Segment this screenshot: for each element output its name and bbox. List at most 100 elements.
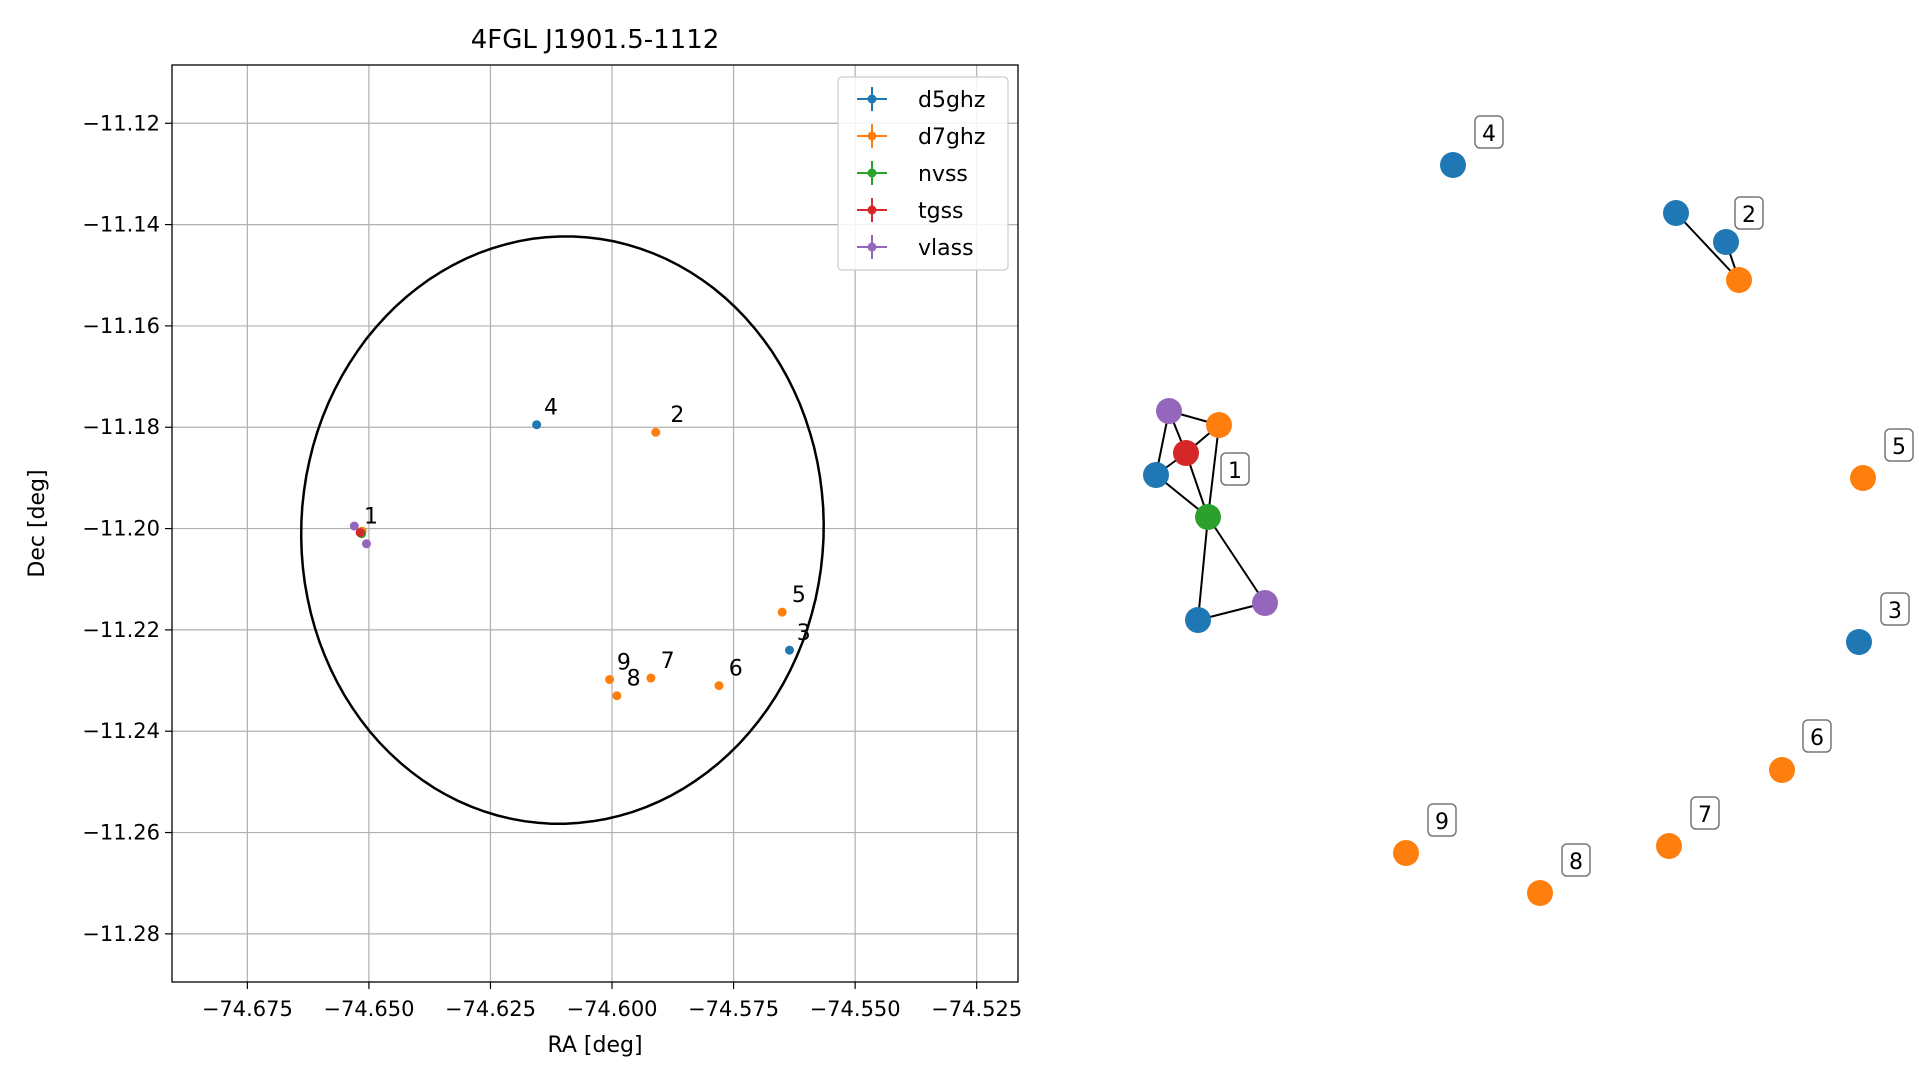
d5ghz-node [1440, 152, 1466, 178]
y-tick-label: −11.18 [82, 415, 160, 439]
graph-edge [1207, 516, 1266, 604]
d7ghz-node [1850, 465, 1876, 491]
legend-box [837, 76, 1009, 271]
graph-label: 8 [1569, 850, 1583, 875]
graph-edge [1207, 424, 1220, 518]
graph-label-box [1690, 796, 1720, 830]
graph-label-box [1880, 592, 1910, 626]
graph-label-box [1884, 428, 1914, 462]
point-label: 2 [670, 403, 684, 428]
d7ghz-node [1393, 840, 1419, 866]
chart-title: 4FGL J1901.5-1112 [471, 25, 720, 55]
graph-label: 5 [1892, 435, 1906, 460]
x-axis-ticks: −74.675 −74.650 −74.625 −74.600 −74.575 −74.5… [202, 982, 1022, 1021]
d7ghz-point [605, 675, 615, 685]
y-tick-label: −11.14 [82, 213, 160, 237]
d7ghz-node [1527, 880, 1553, 906]
d5ghz-node [1846, 629, 1872, 655]
x-tick-label: −74.550 [810, 997, 901, 1021]
d5ghz-point [532, 420, 542, 430]
legend-marker-dot [867, 94, 877, 104]
graph-labels: 1 2 3 4 5 6 7 8 9 [1220, 115, 1914, 877]
graph-label: 1 [1228, 459, 1242, 484]
x-tick-label: −74.675 [202, 997, 293, 1021]
legend: d5ghz d7ghz nvss tgss vlass [837, 76, 1009, 271]
graph-label-box [1802, 719, 1832, 753]
d7ghz-node [1769, 757, 1795, 783]
graph-edges [1155, 212, 1740, 621]
d7ghz-node [1656, 833, 1682, 859]
tgss-point [355, 528, 365, 538]
network-graph: 1 2 3 4 5 6 7 8 9 [1143, 115, 1914, 906]
graph-edge [1675, 212, 1740, 281]
d5ghz-node [1143, 462, 1169, 488]
d7ghz-point [646, 673, 656, 683]
y-tick-label: −11.24 [82, 719, 160, 743]
legend-marker-dot [867, 168, 877, 178]
y-axis-ticks: −11.12 −11.14 −11.16 −11.18 −11.20 −11.22 −11.… [82, 111, 172, 946]
legend-entry-vlass: vlass [918, 236, 974, 261]
graph-label: 3 [1888, 599, 1902, 624]
confidence-ellipse [299, 235, 825, 825]
graph-label: 7 [1698, 803, 1712, 828]
legend-marker-dot [867, 242, 877, 252]
d7ghz-node [1726, 267, 1752, 293]
point-label: 4 [544, 396, 558, 421]
x-tick-label: −74.625 [445, 997, 536, 1021]
graph-label-box [1220, 452, 1250, 486]
d5ghz-node [1663, 200, 1689, 226]
data-points [349, 420, 794, 701]
y-tick-label: −11.26 [82, 821, 160, 845]
graph-nodes [1143, 152, 1876, 906]
y-tick-label: −11.16 [82, 314, 160, 338]
point-label: 9 [617, 650, 631, 675]
y-tick-label: −11.12 [82, 111, 160, 135]
graph-label-box [1427, 803, 1457, 837]
point-label: 5 [792, 583, 806, 608]
legend-entry-d7ghz: d7ghz [918, 125, 985, 150]
vlass-point [349, 521, 359, 531]
point-label: 6 [729, 656, 743, 681]
d5ghz-node [1185, 607, 1211, 633]
x-tick-label: −74.525 [931, 997, 1022, 1021]
x-tick-label: −74.600 [566, 997, 657, 1021]
x-tick-label: −74.575 [688, 997, 779, 1021]
graph-label: 6 [1810, 726, 1824, 751]
nvss-node [1195, 504, 1221, 530]
legend-marker-dot [867, 131, 877, 141]
y-tick-label: −11.28 [82, 922, 160, 946]
point-labels: 1 2 3 4 5 6 789 [364, 396, 811, 692]
legend-entry-nvss: nvss [918, 162, 968, 187]
vlass-node [1156, 398, 1182, 424]
legend-entry-d5ghz: d5ghz [918, 88, 985, 113]
graph-label: 9 [1435, 810, 1449, 835]
vlass-node [1252, 590, 1278, 616]
plot-frame [171, 64, 1019, 983]
d7ghz-point [714, 681, 724, 691]
y-tick-label: −11.20 [82, 517, 160, 541]
vlass-point [361, 539, 371, 549]
graph-label: 2 [1742, 203, 1756, 228]
legend-marker-dot [867, 205, 877, 215]
d7ghz-node [1206, 412, 1232, 438]
tgss-node [1173, 440, 1199, 466]
d7ghz-point [777, 607, 787, 617]
d7ghz-point [612, 691, 622, 701]
x-tick-label: −74.650 [323, 997, 414, 1021]
graph-label-box [1474, 115, 1504, 149]
legend-entry-tgss: tgss [918, 199, 964, 224]
y-axis-label: Dec [deg] [25, 469, 50, 577]
point-label: 1 [364, 505, 378, 530]
graph-label-box [1561, 843, 1591, 877]
graph-edge [1197, 516, 1209, 621]
graph-label-box [1734, 196, 1764, 230]
point-label: 3 [797, 621, 811, 646]
d7ghz-point [651, 427, 661, 437]
point-label: 8 [627, 667, 641, 692]
d5ghz-node [1713, 229, 1739, 255]
d5ghz-point [784, 645, 794, 655]
graph-label: 4 [1482, 122, 1496, 147]
y-tick-label: −11.22 [82, 618, 160, 642]
